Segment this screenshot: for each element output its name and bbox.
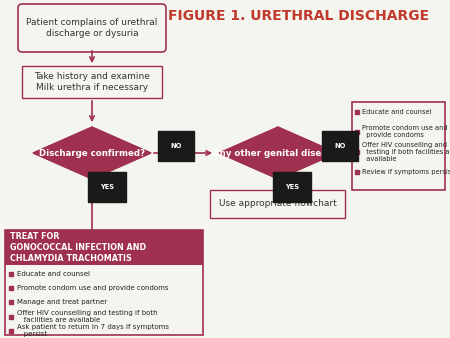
FancyBboxPatch shape	[352, 102, 445, 190]
Text: NO: NO	[334, 143, 346, 149]
Text: Any other genital disease?: Any other genital disease?	[213, 148, 343, 158]
Text: YES: YES	[285, 184, 299, 190]
Polygon shape	[33, 127, 151, 179]
Text: TREAT FOR
GONOCOCCAL INFECTION AND
CHLAMYDIA TRACHOMATIS: TREAT FOR GONOCOCCAL INFECTION AND CHLAM…	[10, 232, 146, 263]
Text: Offer HIV counselling and
  testing if both facilities are
  available: Offer HIV counselling and testing if bot…	[362, 142, 450, 162]
Text: Review if symptoms persist: Review if symptoms persist	[362, 169, 450, 175]
Text: YES: YES	[100, 184, 114, 190]
Text: Educate and counsel: Educate and counsel	[17, 271, 90, 277]
Text: Manage and treat partner: Manage and treat partner	[17, 299, 107, 306]
Text: Educate and counsel: Educate and counsel	[362, 109, 432, 115]
FancyBboxPatch shape	[22, 66, 162, 98]
FancyBboxPatch shape	[5, 230, 203, 335]
FancyBboxPatch shape	[18, 4, 166, 52]
FancyBboxPatch shape	[5, 230, 203, 265]
Text: Patient complains of urethral
discharge or dysuria: Patient complains of urethral discharge …	[26, 18, 158, 38]
Text: Ask patient to return in 7 days if symptoms
   persist: Ask patient to return in 7 days if sympt…	[17, 324, 169, 337]
FancyBboxPatch shape	[210, 190, 345, 218]
Text: NO: NO	[170, 143, 182, 149]
Polygon shape	[219, 127, 337, 179]
Text: Promote condom use and
  provide condoms: Promote condom use and provide condoms	[362, 125, 448, 139]
Text: Take history and examine
Milk urethra if necessary: Take history and examine Milk urethra if…	[34, 72, 150, 92]
Text: FIGURE 1. URETHRAL DISCHARGE: FIGURE 1. URETHRAL DISCHARGE	[168, 9, 429, 23]
Text: Use appropriate flowchart: Use appropriate flowchart	[219, 199, 337, 209]
Text: Discharge confirmed?: Discharge confirmed?	[39, 148, 145, 158]
Text: Offer HIV counselling and testing if both
   facilities are available: Offer HIV counselling and testing if bot…	[17, 310, 158, 323]
Text: Promote condom use and provide condoms: Promote condom use and provide condoms	[17, 285, 168, 291]
